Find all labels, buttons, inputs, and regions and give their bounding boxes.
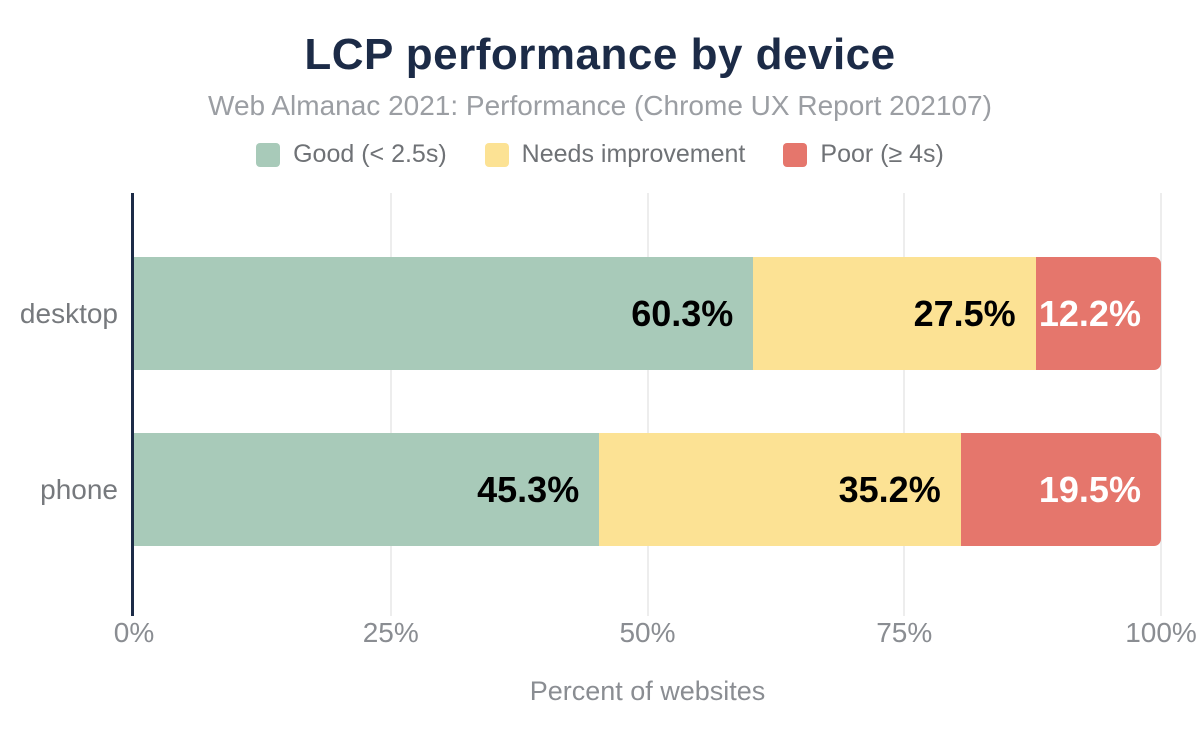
plot-area: desktop 60.3% 27.5% 12.2% phone 45.3% 35.2% 19.… (20, 193, 1162, 616)
bar-value-label: 27.5% (913, 292, 1016, 334)
chart-subtitle: Web Almanac 2021: Performance (Chrome UX… (208, 90, 992, 121)
legend: Good (< 2.5s) Needs improvement Poor (≥ 4s… (0, 140, 1200, 169)
bar-row-phone: phone 45.3% 35.2% 19.5% (40, 433, 1161, 546)
bar-segment: 60.3% (134, 257, 754, 370)
gridline (646, 193, 649, 616)
bar-segment: 19.5% (960, 433, 1161, 546)
x-axis-tick-labels: 0% 25% 50% 75% 100% (114, 617, 1197, 651)
x-axis-title: Percent of websites (529, 676, 766, 706)
y-axis-line (131, 193, 134, 616)
x-tick-label: 75% (876, 617, 933, 648)
bar-value-label: 35.2% (838, 468, 941, 510)
bar-row-desktop: desktop 60.3% 27.5% 12.2% (20, 257, 1161, 370)
bar-value-label: 19.5% (1038, 468, 1141, 510)
legend-swatch-icon (484, 142, 509, 167)
legend-item-2: Poor (≥ 4s) (783, 140, 944, 169)
bar-value-label: 12.2% (1038, 292, 1141, 334)
category-label: desktop (19, 297, 118, 329)
legend-item-0: Good (< 2.5s) (256, 140, 447, 169)
bar-value-label: 60.3% (631, 292, 734, 334)
category-label: phone (40, 473, 118, 505)
x-tick-label: 0% (113, 617, 155, 648)
x-tick-label: 50% (619, 617, 676, 648)
legend-item-1: Needs improvement (484, 140, 746, 169)
bar-segment: 45.3% (134, 433, 600, 546)
bar-segment: 27.5% (753, 257, 1036, 370)
bar-value-label: 45.3% (477, 468, 580, 510)
legend-swatch-icon (783, 142, 808, 167)
x-tick-label: 100% (1125, 617, 1197, 648)
x-tick-label: 25% (362, 617, 419, 648)
bar-segment: 12.2% (1035, 257, 1161, 370)
legend-label: Good (< 2.5s) (293, 140, 447, 168)
gridline (389, 193, 392, 616)
bar-segment: 35.2% (599, 433, 961, 546)
gridline (1160, 193, 1162, 616)
gridline (903, 193, 906, 616)
chart-title: LCP performance by device (304, 30, 896, 79)
legend-label: Needs improvement (521, 140, 746, 168)
legend-swatch-icon (256, 142, 281, 167)
legend-label: Poor (≥ 4s) (820, 140, 944, 168)
